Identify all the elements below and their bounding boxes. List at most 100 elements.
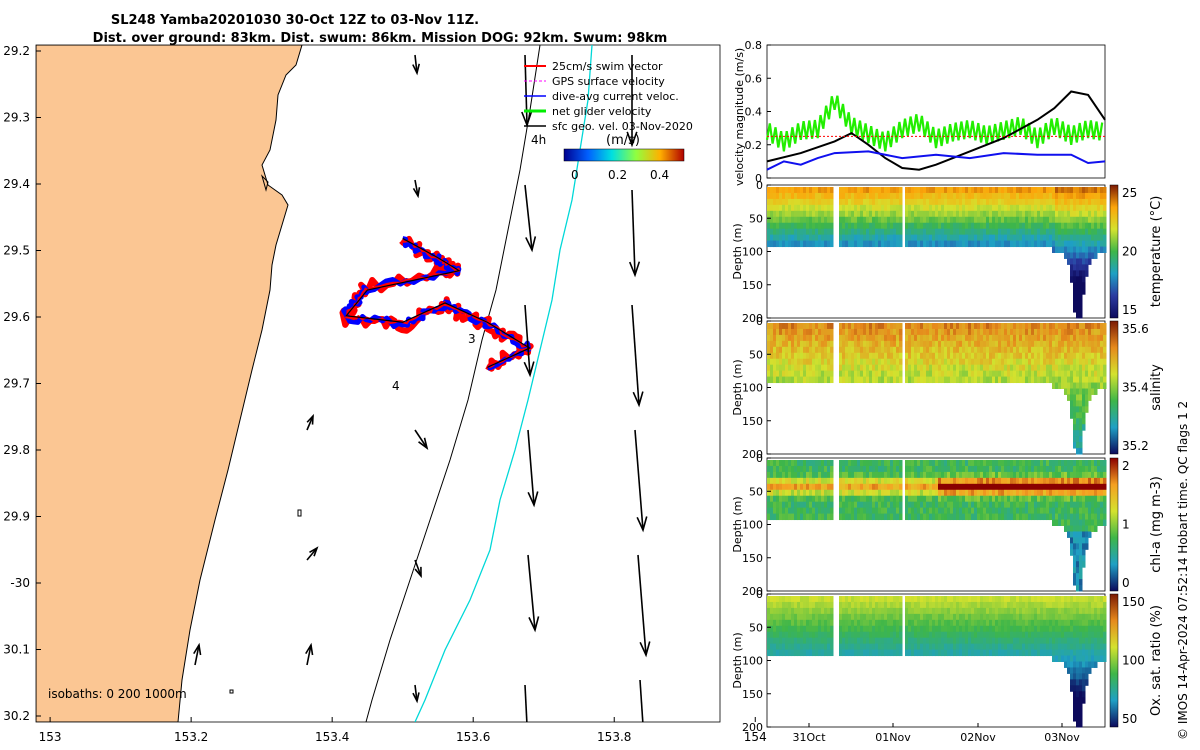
section-cell bbox=[1037, 513, 1041, 521]
section-cell bbox=[1061, 340, 1065, 348]
section-cell bbox=[830, 328, 834, 336]
section-cell bbox=[797, 471, 801, 479]
section-cell bbox=[866, 222, 870, 230]
section-cell bbox=[878, 352, 882, 360]
section-cell bbox=[1079, 501, 1083, 509]
section-cell bbox=[956, 352, 960, 360]
section-cell bbox=[782, 364, 786, 372]
section-cell bbox=[1007, 228, 1011, 236]
section-cell bbox=[875, 507, 879, 515]
section-cell bbox=[974, 495, 978, 503]
section-cell bbox=[779, 643, 783, 651]
section-cell bbox=[1025, 328, 1029, 336]
section-cell bbox=[1037, 483, 1041, 491]
section-cell bbox=[1070, 323, 1074, 330]
section-cell bbox=[929, 631, 933, 639]
section-cell bbox=[1076, 246, 1080, 253]
section-cell bbox=[998, 187, 1002, 194]
section-cell bbox=[788, 187, 792, 194]
section-cell bbox=[1067, 613, 1071, 621]
section-cell bbox=[797, 370, 801, 378]
section-cell bbox=[1088, 234, 1092, 242]
section-cell bbox=[854, 210, 858, 218]
section-cell bbox=[926, 619, 930, 627]
section-cell bbox=[905, 631, 909, 639]
section-cell bbox=[1091, 460, 1095, 467]
section-cell bbox=[857, 465, 861, 473]
section-cell bbox=[1085, 216, 1089, 224]
section-cell bbox=[809, 501, 813, 509]
section-cell bbox=[1091, 525, 1095, 532]
section-cell bbox=[953, 234, 957, 242]
section-cell bbox=[1055, 192, 1059, 200]
section-cell bbox=[950, 240, 954, 248]
section-cell bbox=[1046, 323, 1050, 330]
section-cell bbox=[770, 364, 774, 372]
section-cell bbox=[773, 477, 777, 485]
section-cell bbox=[899, 631, 903, 639]
section-cell bbox=[815, 501, 819, 509]
section-cell bbox=[1046, 216, 1050, 224]
section-cell bbox=[827, 346, 831, 354]
section-cell bbox=[893, 613, 897, 621]
section-cell bbox=[857, 370, 861, 378]
section-cell bbox=[959, 352, 963, 360]
section-cell bbox=[1088, 501, 1092, 509]
section-cell bbox=[1067, 649, 1071, 657]
section-cell bbox=[1061, 513, 1065, 521]
section-cell bbox=[809, 228, 813, 236]
sfc-vector bbox=[306, 415, 314, 431]
section-cell bbox=[1064, 655, 1068, 662]
section-cell bbox=[1034, 643, 1038, 651]
section-cell bbox=[1076, 376, 1080, 384]
section-cell bbox=[1076, 531, 1080, 538]
section-cell bbox=[905, 483, 909, 491]
section-cell bbox=[872, 240, 876, 248]
section-cell bbox=[917, 222, 921, 230]
section-cell bbox=[776, 210, 780, 218]
section-cell bbox=[947, 489, 951, 497]
section-cell bbox=[797, 507, 801, 515]
section-cell bbox=[983, 471, 987, 479]
section-cell bbox=[1025, 358, 1029, 366]
section-cell bbox=[896, 340, 900, 348]
track-ribbon bbox=[345, 239, 532, 368]
section-cell bbox=[980, 198, 984, 206]
section-cell bbox=[935, 483, 939, 491]
section-cell bbox=[863, 210, 867, 218]
section-cell bbox=[1085, 531, 1089, 538]
section-cell bbox=[1088, 655, 1092, 662]
section-cell bbox=[1049, 323, 1053, 330]
section-cell bbox=[779, 631, 783, 639]
section-cell bbox=[1094, 625, 1098, 633]
section-cell bbox=[1076, 721, 1080, 728]
section-cell bbox=[851, 346, 855, 354]
section-cell bbox=[938, 619, 942, 627]
section-cell bbox=[767, 460, 771, 467]
section-cell bbox=[1010, 513, 1014, 521]
section-cell bbox=[848, 204, 852, 212]
section-cell bbox=[1007, 619, 1011, 627]
section-cell bbox=[974, 370, 978, 378]
section-cell bbox=[887, 649, 891, 657]
section-cell bbox=[776, 240, 780, 248]
section-cell bbox=[1007, 328, 1011, 336]
section-cell bbox=[1070, 358, 1074, 366]
section-cell bbox=[1070, 394, 1074, 401]
section-cell bbox=[1088, 513, 1092, 521]
section-cell bbox=[812, 210, 816, 218]
section-cell bbox=[1103, 334, 1107, 342]
section-cell bbox=[1043, 352, 1047, 360]
section-cell bbox=[875, 192, 879, 200]
section-cell bbox=[1085, 192, 1089, 200]
section-cell bbox=[989, 607, 993, 615]
section-cell bbox=[917, 204, 921, 212]
section-cell bbox=[911, 364, 915, 372]
section-cell bbox=[851, 613, 855, 621]
section-cell bbox=[803, 460, 807, 467]
section-cell bbox=[1004, 216, 1008, 224]
section-cell bbox=[887, 637, 891, 645]
section-cell bbox=[1094, 228, 1098, 236]
section-cell bbox=[1043, 216, 1047, 224]
section-cell bbox=[809, 204, 813, 212]
